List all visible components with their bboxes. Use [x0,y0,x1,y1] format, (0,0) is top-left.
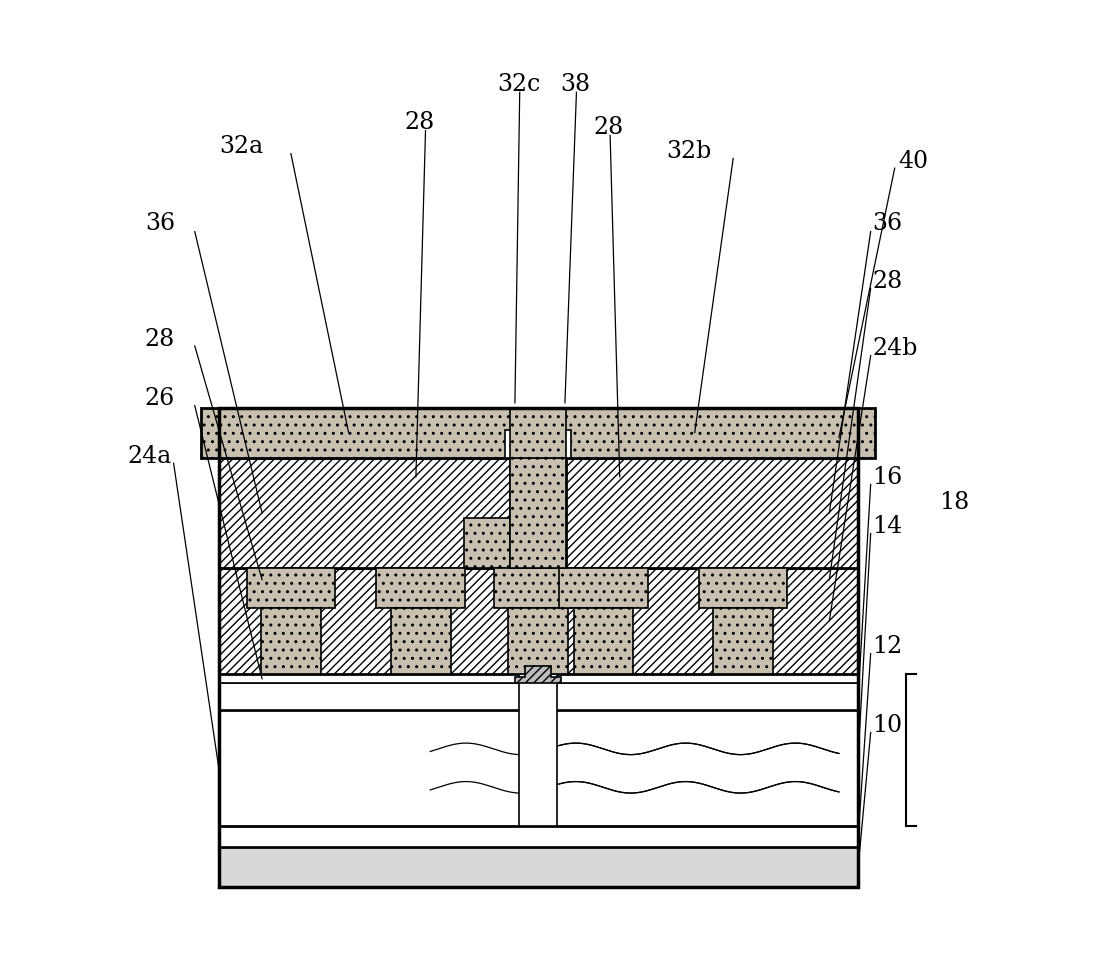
Polygon shape [515,666,562,684]
Text: 32a: 32a [219,135,263,159]
Bar [574,608,633,674]
Bar [493,568,582,608]
Text: 28: 28 [404,111,435,134]
Text: 16: 16 [873,466,903,489]
Bar [698,568,787,608]
Bar [261,608,320,674]
Bar [510,407,566,457]
Bar [219,568,858,674]
Bar [559,568,647,608]
Text: 36: 36 [873,213,903,235]
Bar [219,847,858,888]
Bar [377,568,465,608]
Bar [219,711,858,826]
Text: 38: 38 [560,73,590,96]
Bar [713,608,773,674]
Text: 40: 40 [898,150,928,173]
Text: 12: 12 [873,635,903,659]
Text: 24b: 24b [873,337,918,361]
Text: 28: 28 [873,270,903,293]
Bar [219,684,858,711]
Bar [509,608,568,674]
Bar [566,457,858,568]
Bar [219,826,858,847]
Text: 28: 28 [144,328,175,351]
Bar [391,608,450,674]
Bar [519,674,557,826]
Bar [464,518,510,568]
Text: 10: 10 [873,715,903,737]
Text: 24a: 24a [128,445,172,468]
Text: 14: 14 [873,515,903,539]
Bar [219,457,510,568]
Text: 32b: 32b [666,140,711,163]
Text: 32c: 32c [498,73,541,96]
Text: 28: 28 [593,116,624,139]
Text: 36: 36 [144,213,175,235]
Text: 26: 26 [144,388,175,410]
Bar [247,568,335,608]
Text: 18: 18 [939,491,969,514]
Bar [510,457,566,568]
Bar [201,407,875,457]
Bar [219,407,858,888]
Bar [505,430,570,457]
Bar [219,674,858,684]
